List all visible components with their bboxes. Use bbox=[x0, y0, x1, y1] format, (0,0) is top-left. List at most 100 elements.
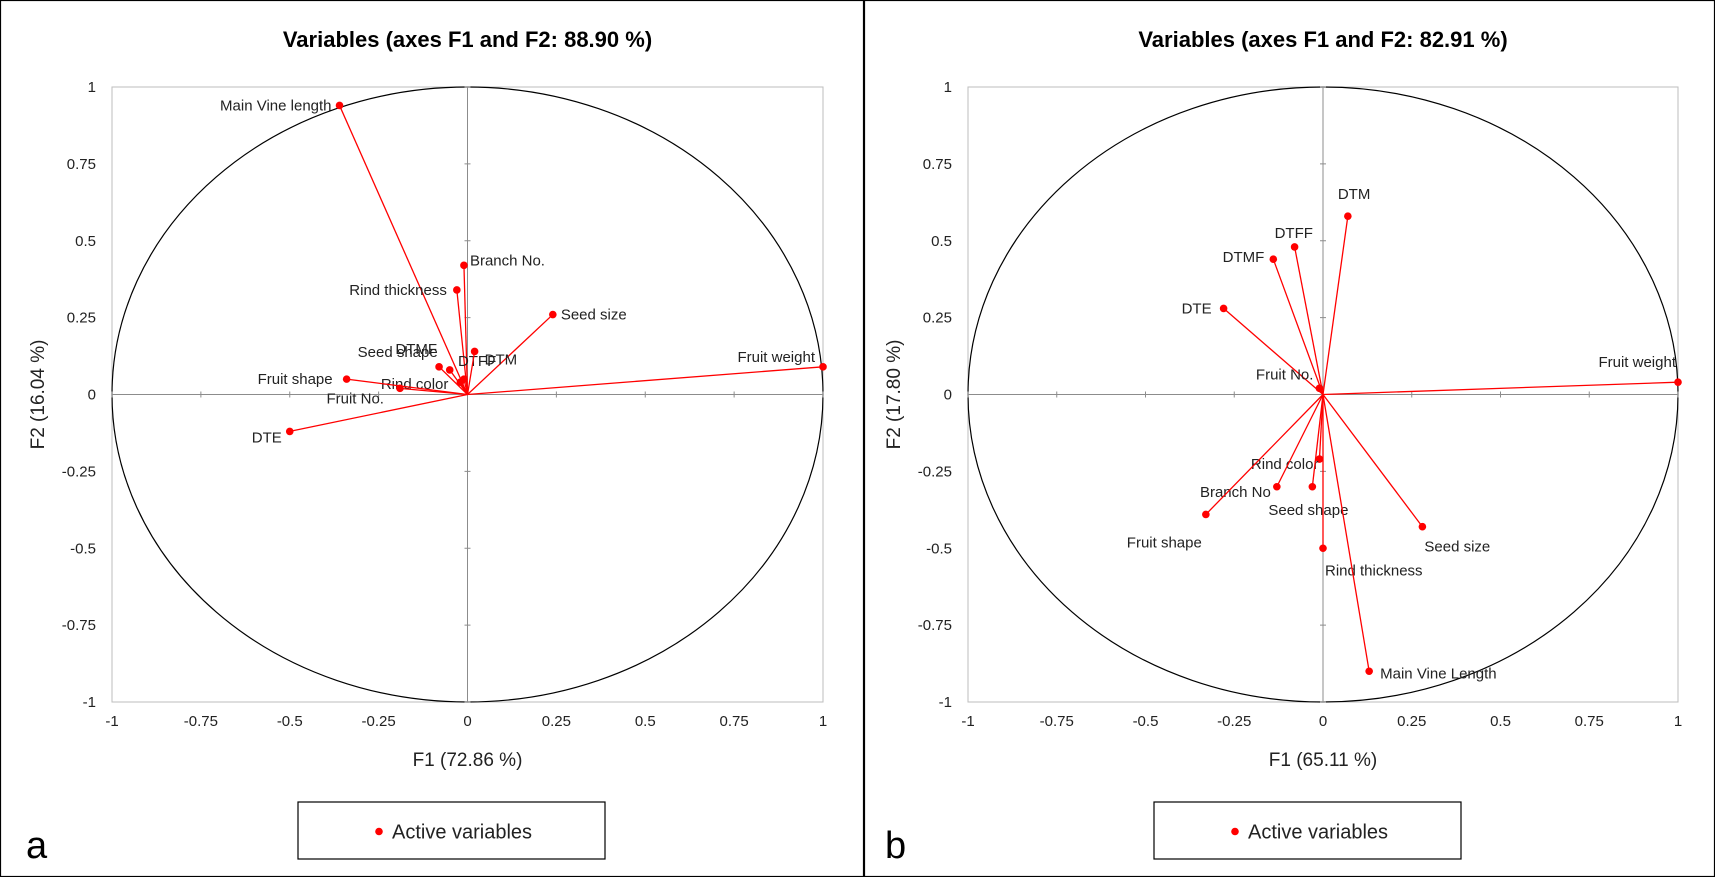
vector-seed-shape bbox=[1311, 394, 1324, 487]
point-rind-thickness bbox=[453, 286, 461, 294]
panel-frame bbox=[863, 0, 1715, 877]
label-dtmf: DTMF bbox=[395, 341, 437, 358]
point-seed-size bbox=[549, 310, 557, 319]
point-rind-color bbox=[456, 378, 465, 387]
y-tick-label: -1 bbox=[83, 694, 96, 711]
panel-letter: b bbox=[885, 825, 906, 867]
point-dte bbox=[1219, 304, 1228, 313]
label-dtm: DTM bbox=[1338, 186, 1371, 203]
x-tick-label: -0.25 bbox=[362, 713, 396, 730]
y-tick-label: 0 bbox=[944, 387, 952, 404]
point-dtm bbox=[470, 347, 479, 356]
vector-fruit-shape bbox=[1205, 394, 1324, 515]
label-seed-shape: Seed shape bbox=[358, 344, 438, 361]
x-tick-label: 1 bbox=[819, 713, 827, 730]
legend-label: Active variables bbox=[1248, 822, 1388, 844]
point-seed-shape bbox=[1308, 482, 1317, 491]
legend-marker bbox=[1231, 827, 1239, 836]
label-fruit-shape: Fruit shape bbox=[258, 371, 333, 388]
point-seed-size bbox=[1418, 522, 1427, 531]
label-seed-size: Seed size bbox=[1424, 539, 1490, 556]
vector-main-vine-length bbox=[1322, 394, 1370, 672]
point-branch-no bbox=[1273, 482, 1281, 491]
legend-marker bbox=[375, 827, 383, 836]
label-rind-thickness: Rind thickness bbox=[349, 282, 447, 299]
x-tick-label: -1 bbox=[961, 713, 974, 730]
x-tick-label: -0.5 bbox=[1133, 713, 1159, 730]
point-fruit-shape bbox=[1202, 510, 1210, 519]
x-tick-label: 0.5 bbox=[635, 713, 656, 730]
chart-title: Variables (axes F1 and F2: 88.90 %) bbox=[283, 27, 652, 52]
label-rind-thickness: Rind thickness bbox=[1325, 562, 1423, 579]
point-dtmf bbox=[1269, 255, 1278, 263]
point-branch-no bbox=[460, 261, 468, 270]
vector-dtm bbox=[466, 351, 476, 395]
vector-dtff bbox=[1293, 246, 1324, 395]
point-fruit-no bbox=[396, 384, 404, 393]
label-fruit-no: Fruit No. bbox=[326, 390, 384, 407]
panel-frame bbox=[0, 0, 865, 877]
x-tick-label: -0.5 bbox=[277, 713, 303, 730]
label-dtff: DTFF bbox=[1275, 225, 1313, 242]
point-dtmf bbox=[435, 363, 443, 371]
label-main-vine-length: Main Vine length bbox=[220, 97, 331, 114]
point-main-vine-length bbox=[335, 101, 344, 110]
y-tick-label: 0.5 bbox=[931, 233, 952, 250]
x-tick-label: -0.25 bbox=[1217, 713, 1251, 730]
vector-fruit-no bbox=[399, 387, 468, 396]
label-dtff: DTFF bbox=[458, 353, 496, 370]
y-tick-label: 0.75 bbox=[923, 156, 952, 173]
vector-dtmf bbox=[438, 366, 468, 395]
point-fruit-weight bbox=[819, 363, 827, 371]
vector-seed-size bbox=[467, 314, 554, 395]
y-tick-label: -0.25 bbox=[62, 463, 96, 480]
x-tick-label: 0.5 bbox=[1490, 713, 1511, 730]
point-main-vine-length bbox=[1365, 667, 1373, 676]
vector-fruit-weight bbox=[467, 366, 824, 396]
legend-box bbox=[297, 801, 606, 860]
point-dte bbox=[285, 427, 294, 436]
x-tick-label: 0.25 bbox=[542, 713, 571, 730]
panel-letter: a bbox=[26, 825, 48, 867]
label-main-vine-length: Main Vine Length bbox=[1380, 665, 1496, 682]
point-dtff bbox=[1290, 243, 1299, 251]
legend-box bbox=[1153, 801, 1462, 860]
x-tick-label: -0.75 bbox=[1040, 713, 1074, 730]
vector-seed-size bbox=[1322, 394, 1423, 528]
x-tick-label: 0.25 bbox=[1397, 713, 1426, 730]
y-tick-label: 0.25 bbox=[923, 310, 952, 327]
label-rind-color: Rind color bbox=[1251, 456, 1319, 473]
panel-a: Variables (axes F1 and F2: 88.90 %) -1 -1 -… bbox=[0, 0, 865, 877]
label-fruit-weight: Fruit weight bbox=[737, 349, 815, 366]
y-tick-label: -0.5 bbox=[70, 540, 96, 557]
point-seed-shape bbox=[445, 366, 454, 374]
label-dtmf: DTMF bbox=[1223, 249, 1265, 266]
point-rind-color bbox=[1315, 455, 1324, 463]
x-axis-title: F1 (65.11 %) bbox=[1269, 750, 1377, 771]
vector-dtmf bbox=[1272, 258, 1324, 395]
label-seed-size: Seed size bbox=[561, 307, 627, 324]
x-tick-label: 0 bbox=[463, 713, 471, 730]
y-axis-title: F2 (16.04 %) bbox=[28, 340, 49, 450]
vector-dte bbox=[289, 393, 468, 433]
point-fruit-no bbox=[1315, 384, 1324, 393]
label-seed-shape: Seed shape bbox=[1268, 502, 1348, 519]
y-tick-label: 0.5 bbox=[75, 233, 96, 250]
y-tick-label: 1 bbox=[944, 79, 952, 96]
label-fruit-no: Fruit No. bbox=[1256, 366, 1314, 383]
y-tick-label: -0.25 bbox=[918, 463, 952, 480]
point-dtm bbox=[1344, 212, 1352, 220]
label-branch-no: Branch No. bbox=[470, 252, 545, 269]
label-dtm: DTM bbox=[485, 351, 518, 368]
x-tick-label: 1 bbox=[1674, 713, 1682, 730]
vector-fruit-shape bbox=[346, 378, 468, 396]
x-tick-label: -1 bbox=[105, 713, 118, 730]
vector-dte bbox=[1223, 307, 1324, 395]
y-tick-label: 0.75 bbox=[67, 156, 96, 173]
y-tick-label: 0.25 bbox=[67, 310, 96, 327]
x-tick-label: 0.75 bbox=[720, 713, 749, 730]
point-fruit-weight bbox=[1674, 378, 1682, 387]
legend-label: Active variables bbox=[392, 822, 532, 844]
vector-branch-no bbox=[1276, 394, 1324, 488]
